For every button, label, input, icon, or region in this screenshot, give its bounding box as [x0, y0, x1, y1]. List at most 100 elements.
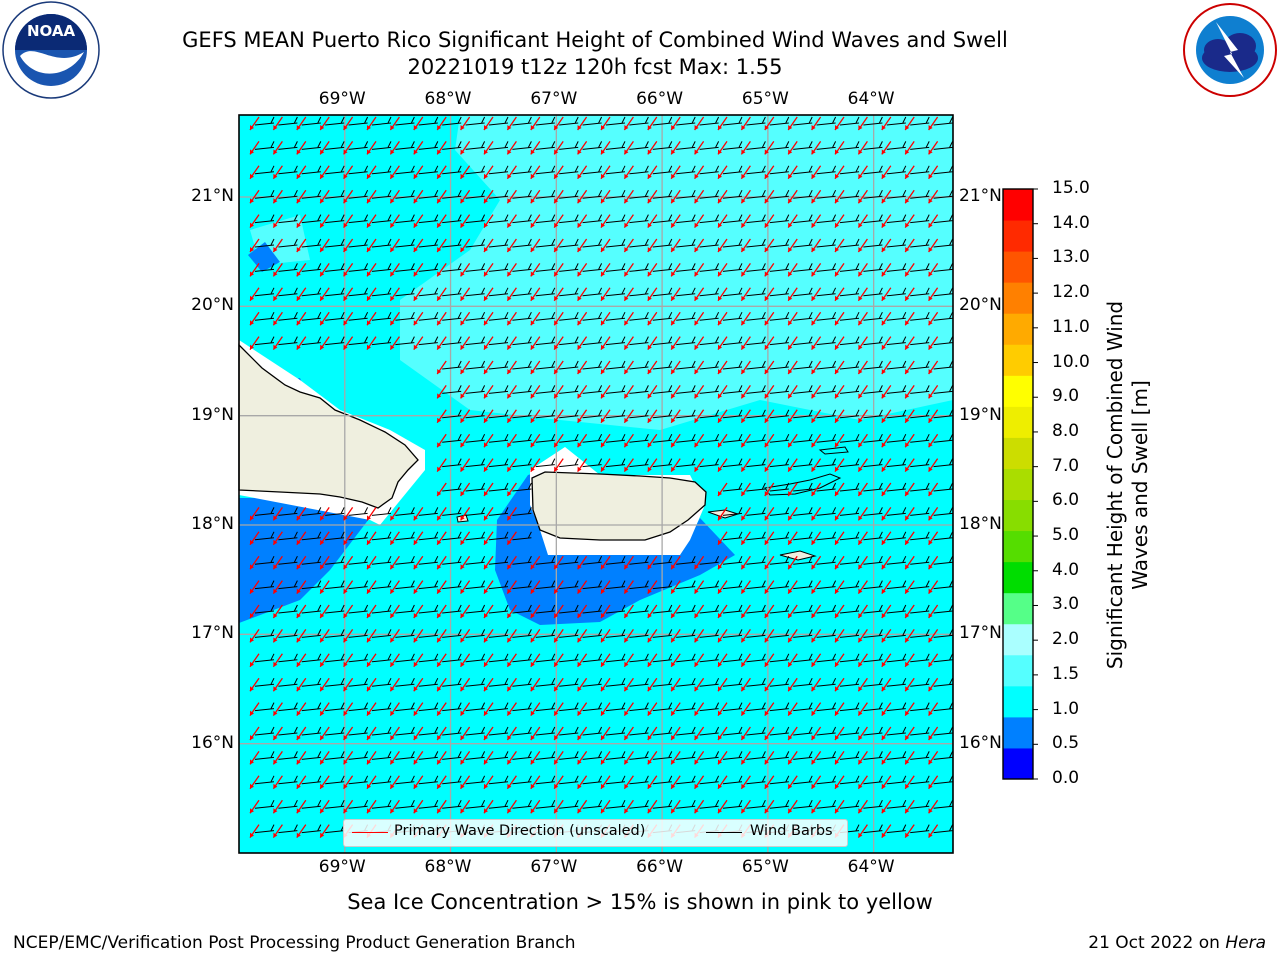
wind-barb-flag — [808, 336, 813, 343]
wind-barb-flag — [949, 141, 954, 148]
wind-barb-flag — [808, 409, 813, 417]
wind-barb — [535, 390, 555, 394]
wave-arrowhead — [484, 417, 488, 423]
wave-arrowhead — [530, 783, 535, 789]
wind-barb — [418, 708, 438, 712]
wind-barb-flag — [668, 580, 673, 587]
wind-barb — [910, 195, 930, 199]
wind-barb — [699, 756, 719, 760]
wind-barb-flag — [387, 799, 392, 807]
wind-barb — [254, 610, 275, 614]
wave-arrowhead — [835, 808, 839, 814]
wind-barb — [933, 342, 953, 346]
wind-barb-flag — [878, 799, 883, 807]
wind-barb-flag — [504, 336, 509, 343]
wave-arrowhead — [296, 564, 301, 570]
wave-arrowhead — [460, 198, 465, 204]
wind-barb-flag — [504, 629, 509, 636]
lat-label-right: 18°N — [959, 514, 1002, 534]
wind-barb — [488, 122, 509, 126]
wave-arrowhead — [858, 637, 863, 643]
wind-barb — [325, 634, 345, 638]
wind-barb — [769, 732, 789, 736]
wind-barb-flag — [949, 336, 954, 343]
wave-arrowhead — [671, 686, 676, 692]
lon-label-top: 69°W — [318, 89, 366, 109]
wave-arrowhead — [390, 588, 395, 594]
wave-arrowhead — [460, 149, 465, 155]
wave-arrowhead — [273, 344, 278, 350]
wave-arrowhead — [273, 295, 278, 301]
wind-barb — [254, 805, 275, 809]
wave-arrowhead — [577, 637, 582, 643]
wind-barb — [699, 293, 719, 297]
wind-barb — [933, 146, 953, 150]
wind-barb — [886, 537, 906, 541]
wind-barb-flag — [878, 287, 883, 295]
wind-barb-flag — [878, 702, 883, 709]
wave-arrowhead — [928, 515, 933, 521]
wind-barb-flag — [387, 677, 392, 685]
wind-barb-flag — [270, 165, 275, 173]
wind-barb — [769, 268, 789, 272]
wind-barb — [910, 244, 930, 248]
wind-barb — [512, 342, 532, 346]
wave-arrowhead — [624, 588, 629, 594]
wind-barb-flag — [387, 580, 392, 587]
wave-arrowhead — [601, 442, 605, 448]
wind-barb — [933, 683, 953, 687]
wind-barb — [254, 830, 275, 834]
wave-arrowhead — [928, 125, 933, 130]
wind-barb — [395, 220, 415, 224]
colorbar-tick-label: 6.0 — [1052, 490, 1080, 511]
wave-arrowhead — [530, 735, 535, 740]
wave-arrowhead — [413, 735, 418, 740]
wave-arrowhead — [296, 613, 301, 618]
wind-barb-flag — [949, 751, 954, 758]
wind-barb-flag — [481, 482, 486, 490]
wind-barb-flag — [434, 726, 439, 734]
wind-barb — [629, 439, 649, 443]
wind-barb-flag — [761, 604, 766, 612]
wind-barb-flag — [878, 116, 883, 124]
wind-barb-flag — [832, 409, 837, 417]
wind-barb-flag — [808, 629, 813, 636]
wave-arrowhead — [671, 759, 676, 765]
wind-barb-flag — [902, 409, 907, 417]
wave-arrowhead — [811, 759, 816, 765]
wind-barb-flag — [340, 677, 345, 685]
wind-barb — [535, 708, 555, 712]
wind-barb — [676, 561, 696, 565]
wave-arrowhead — [390, 173, 395, 179]
wave-arrowhead — [694, 125, 699, 130]
wind-barb — [254, 317, 275, 321]
wind-barb-flag — [738, 165, 743, 173]
wave-arrowhead — [601, 173, 605, 179]
wind-barb — [465, 342, 485, 346]
wave-arrowhead — [647, 222, 652, 228]
wave-arrowhead — [741, 344, 746, 350]
wind-barb-flag — [340, 775, 345, 783]
wind-barb-flag — [808, 433, 813, 441]
wind-barb-flag — [949, 531, 954, 539]
wind-barb-flag — [598, 165, 603, 173]
wind-barb — [699, 805, 719, 809]
wind-barb-flag — [785, 238, 790, 246]
wave-arrowhead — [250, 271, 254, 277]
lon-label-top: 67°W — [530, 89, 578, 109]
wind-barb — [395, 634, 415, 638]
wind-barb-flag — [949, 555, 954, 563]
wave-arrowhead — [694, 661, 699, 667]
wind-barb-flag — [410, 677, 415, 685]
wind-barb-flag — [504, 482, 509, 490]
wind-barb — [793, 390, 813, 394]
wind-barb-flag — [481, 629, 486, 636]
wind-barb-flag — [949, 433, 954, 441]
wind-barb — [418, 146, 438, 150]
wave-zone-1p5 — [400, 115, 953, 430]
wave-arrowhead — [858, 222, 863, 228]
wave-arrowhead — [343, 686, 348, 692]
wind-barb — [699, 390, 719, 394]
wind-barb — [910, 781, 930, 785]
wave-arrowhead — [811, 271, 816, 277]
